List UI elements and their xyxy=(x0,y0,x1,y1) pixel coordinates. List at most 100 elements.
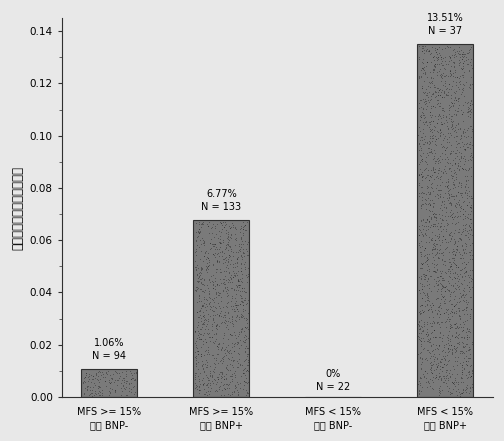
Point xyxy=(458,362,466,369)
Point xyxy=(452,129,460,136)
Point xyxy=(468,97,476,104)
Point xyxy=(451,374,459,381)
Point xyxy=(198,221,206,228)
Point xyxy=(92,391,100,398)
Point xyxy=(456,294,464,301)
Point xyxy=(461,146,469,153)
Point xyxy=(436,310,445,318)
Point xyxy=(452,82,460,89)
Point xyxy=(439,274,448,281)
Point xyxy=(216,310,224,317)
Point xyxy=(226,273,234,280)
Point xyxy=(444,349,452,356)
Point xyxy=(442,283,450,290)
Point xyxy=(217,228,225,235)
Point xyxy=(421,101,429,108)
Point xyxy=(222,230,230,237)
Point xyxy=(200,368,208,375)
Point xyxy=(460,93,468,100)
Point xyxy=(440,79,449,86)
Point xyxy=(207,235,215,243)
Point xyxy=(444,265,452,273)
Point xyxy=(448,192,456,199)
Point xyxy=(228,316,236,323)
Point xyxy=(416,336,424,343)
Point xyxy=(421,174,429,181)
Point xyxy=(415,287,423,294)
Point xyxy=(195,330,203,337)
Point xyxy=(435,61,444,68)
Point xyxy=(434,157,443,164)
Point xyxy=(449,215,457,222)
Point xyxy=(228,221,236,228)
Point xyxy=(459,307,467,314)
Point xyxy=(215,257,223,264)
Point xyxy=(422,378,430,385)
Point xyxy=(416,375,424,382)
Point xyxy=(422,272,430,279)
Point xyxy=(416,265,424,272)
Point xyxy=(468,80,476,87)
Point xyxy=(240,297,248,304)
Point xyxy=(224,349,232,356)
Point xyxy=(117,385,125,392)
Point xyxy=(455,197,463,204)
Point xyxy=(241,368,249,375)
Point xyxy=(211,337,219,344)
Point xyxy=(192,354,200,361)
Point xyxy=(423,300,431,307)
Point xyxy=(459,324,467,331)
Point xyxy=(437,363,446,370)
Point xyxy=(86,390,94,397)
Point xyxy=(241,347,249,354)
Point xyxy=(421,272,429,279)
Point xyxy=(452,138,460,145)
Point xyxy=(426,112,434,119)
Bar xyxy=(82,369,138,397)
Point xyxy=(442,86,450,93)
Point xyxy=(428,171,436,178)
Point xyxy=(468,275,476,282)
Point xyxy=(465,367,473,374)
Point xyxy=(416,387,424,394)
Point xyxy=(440,73,448,80)
Point xyxy=(435,232,443,239)
Point xyxy=(459,247,467,254)
Point xyxy=(432,360,440,367)
Point xyxy=(220,224,228,231)
Point xyxy=(241,374,249,381)
Point xyxy=(448,265,456,272)
Point xyxy=(226,253,234,260)
Point xyxy=(227,274,235,281)
Point xyxy=(423,293,431,300)
Point xyxy=(443,244,451,251)
Point xyxy=(224,236,232,243)
Point xyxy=(431,46,439,53)
Point xyxy=(238,325,246,332)
Point xyxy=(195,230,203,237)
Point xyxy=(225,314,233,321)
Point xyxy=(467,194,475,202)
Point xyxy=(457,390,465,397)
Point xyxy=(416,355,424,362)
Point xyxy=(209,327,217,334)
Point xyxy=(218,318,226,325)
Point xyxy=(201,347,209,354)
Point xyxy=(444,60,452,67)
Point xyxy=(429,67,437,74)
Point xyxy=(446,374,454,381)
Point xyxy=(226,234,234,241)
Point xyxy=(441,269,449,276)
Point xyxy=(425,191,433,198)
Point xyxy=(424,347,432,354)
Point xyxy=(415,388,423,395)
Point xyxy=(463,61,471,68)
Point xyxy=(451,227,459,234)
Point xyxy=(435,277,443,284)
Point xyxy=(215,386,223,393)
Point xyxy=(458,50,466,57)
Point xyxy=(428,125,436,132)
Point xyxy=(454,188,462,195)
Point xyxy=(453,340,461,347)
Point xyxy=(460,310,468,318)
